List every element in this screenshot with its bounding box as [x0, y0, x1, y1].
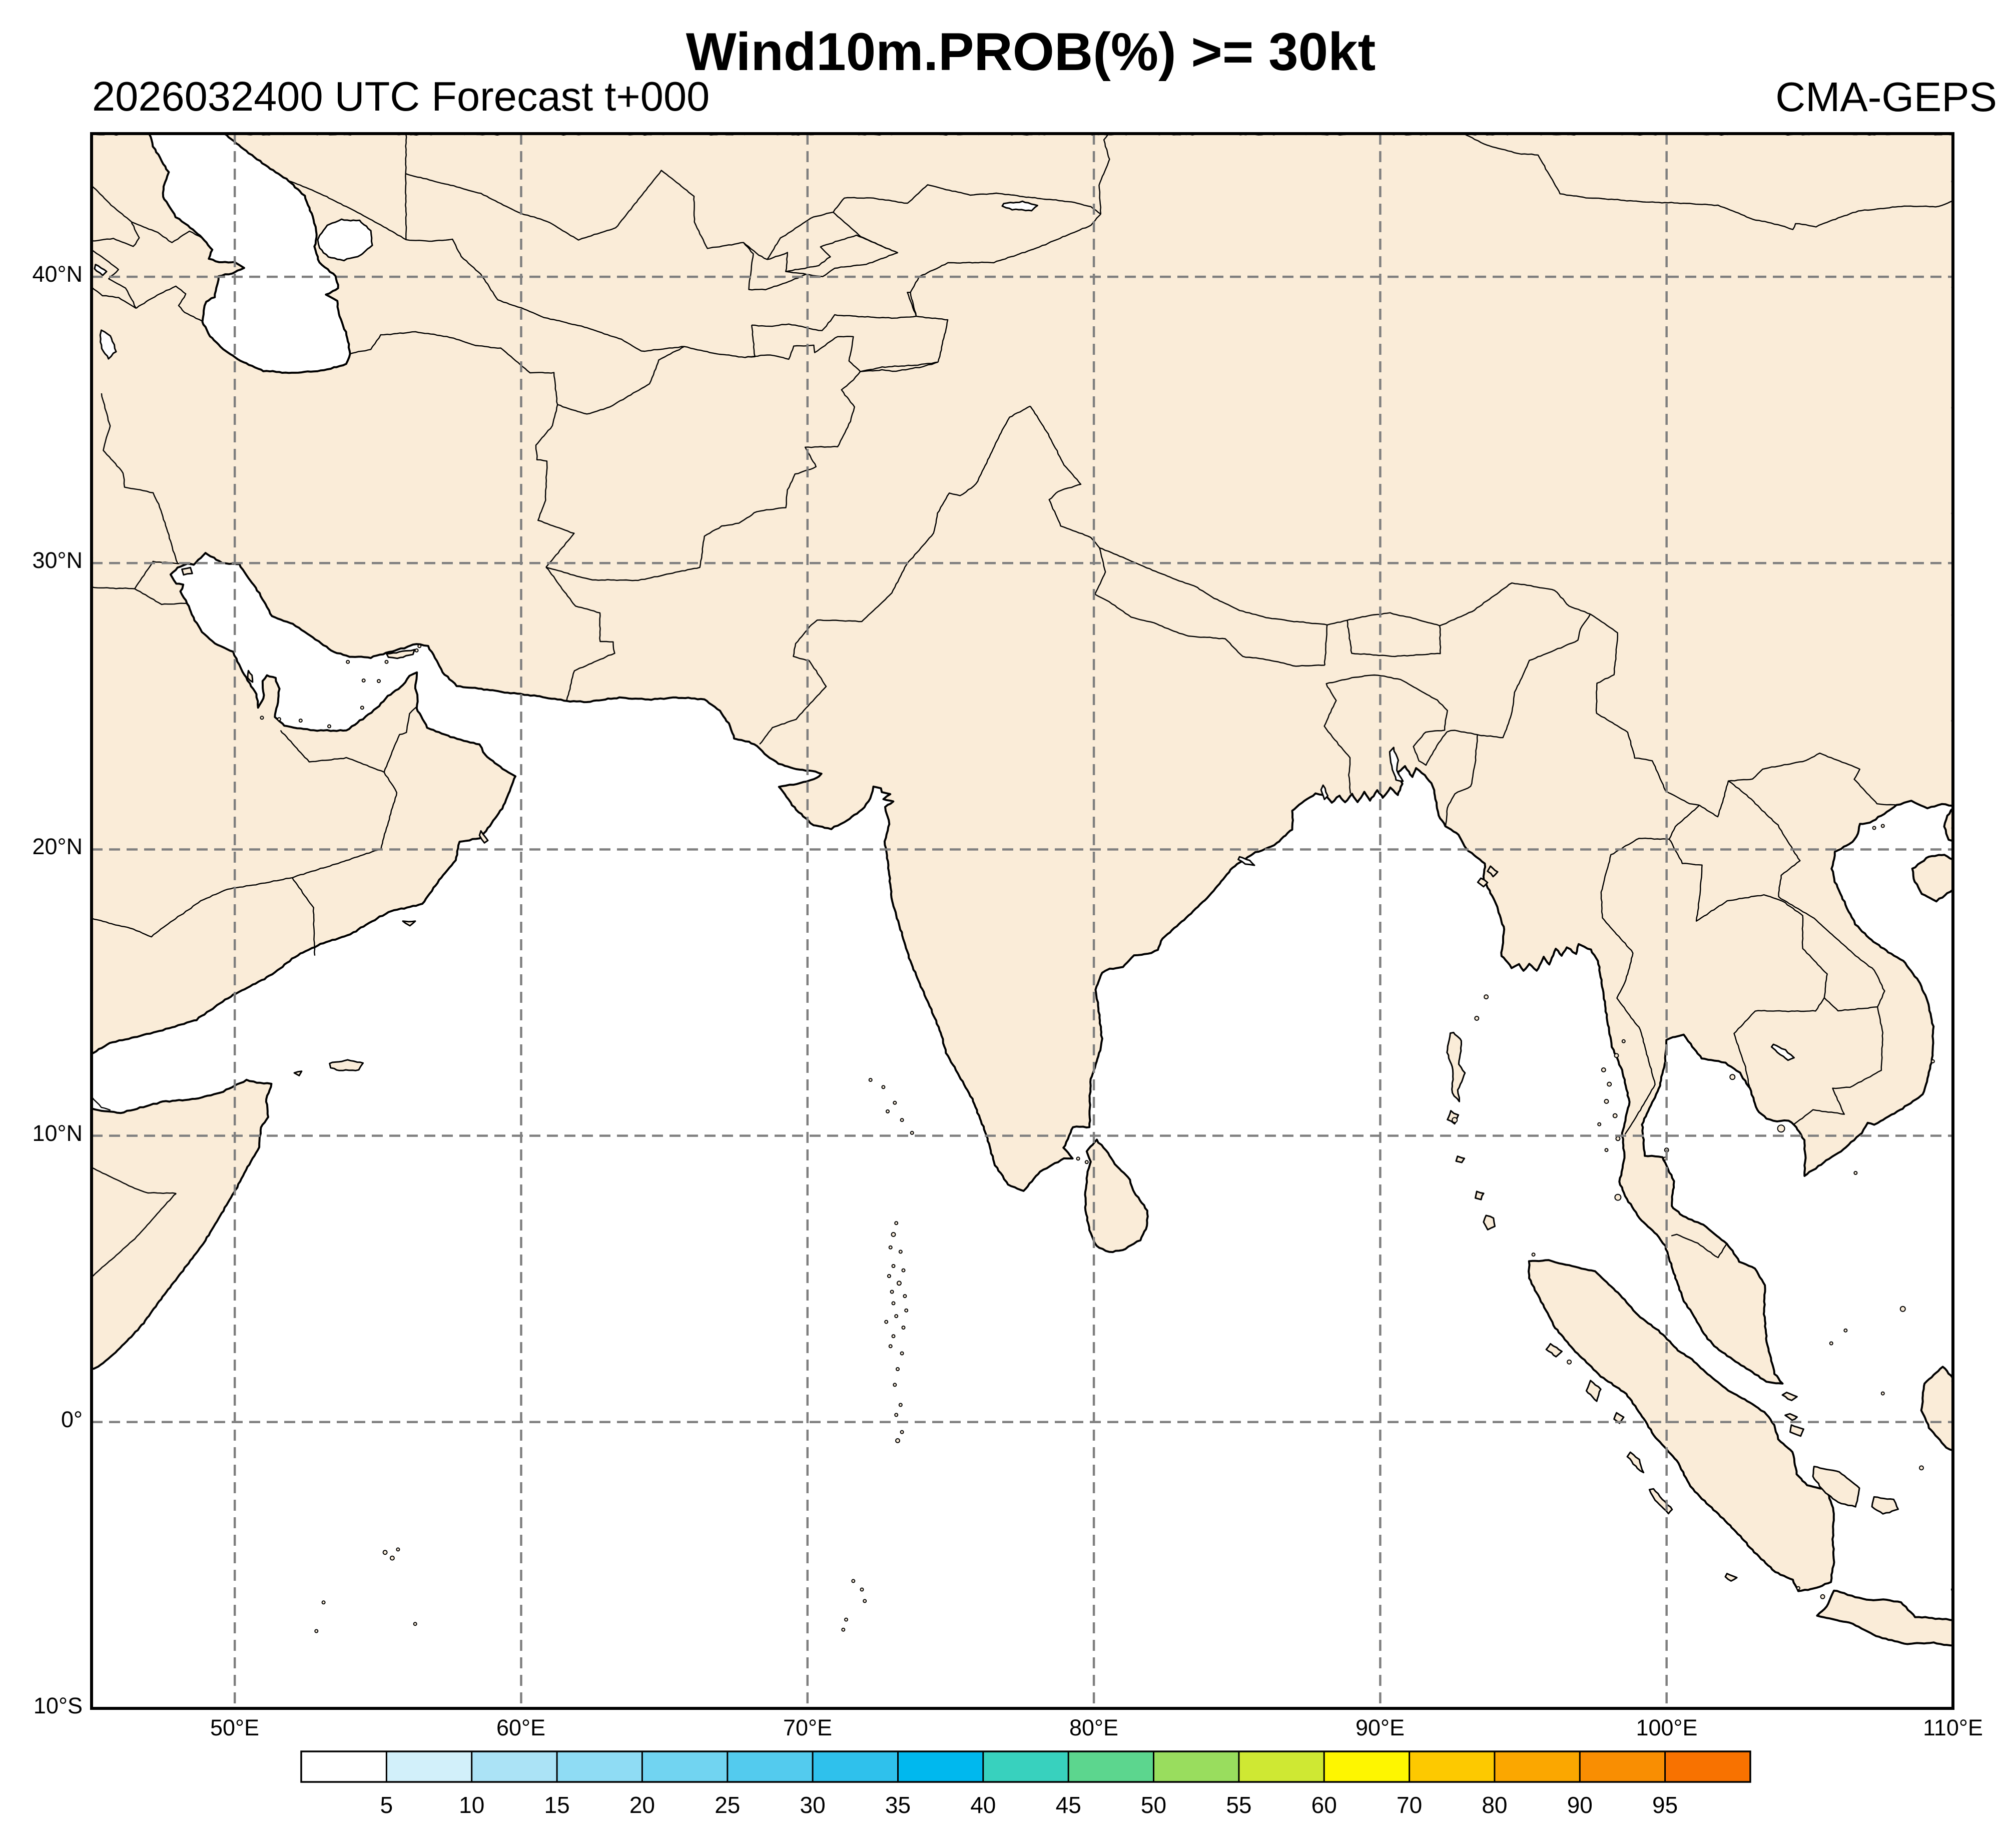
svg-text:40: 40 [970, 1792, 996, 1818]
svg-text:15: 15 [544, 1792, 570, 1818]
svg-text:35: 35 [885, 1792, 911, 1818]
svg-text:20: 20 [629, 1792, 655, 1818]
svg-text:25: 25 [715, 1792, 740, 1818]
svg-text:95: 95 [1652, 1792, 1678, 1818]
svg-text:5: 5 [380, 1792, 393, 1818]
svg-text:60: 60 [1311, 1792, 1337, 1818]
svg-text:45: 45 [1056, 1792, 1081, 1818]
svg-text:55: 55 [1226, 1792, 1251, 1818]
svg-text:90: 90 [1567, 1792, 1593, 1818]
svg-text:10: 10 [459, 1792, 484, 1818]
svg-text:70: 70 [1397, 1792, 1422, 1818]
svg-text:50: 50 [1141, 1792, 1166, 1818]
svg-text:80: 80 [1482, 1792, 1507, 1818]
svg-text:30: 30 [800, 1792, 826, 1818]
